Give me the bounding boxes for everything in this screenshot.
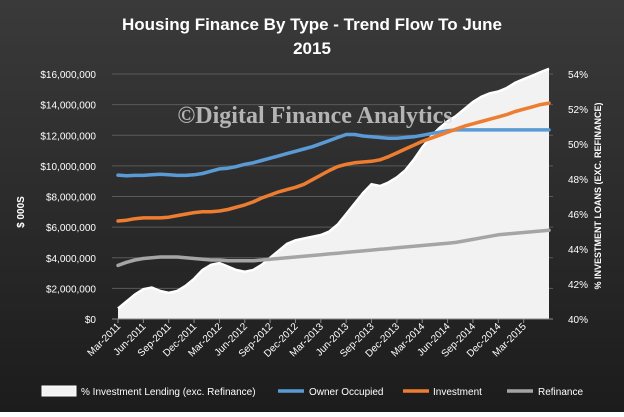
y-right-tick-label: 44% — [568, 245, 588, 256]
y-right-tick-label: 46% — [568, 210, 588, 221]
line-refinance — [116, 228, 551, 268]
chart-title-line1: Housing Finance By Type - Trend Flow To … — [122, 15, 502, 34]
y-axis-left-label: $ 000S — [16, 196, 27, 228]
y-left-tick-label: $16,000,000 — [40, 70, 96, 81]
x-axis: Mar-2011Jun-2011Sep-2011Dec-2011Mar-2012… — [86, 318, 553, 360]
y-left-tick-label: $6,000,000 — [46, 223, 96, 234]
y-right-tick-label: 42% — [568, 280, 588, 291]
legend-label: Investment — [433, 387, 482, 398]
y-left-tick-label: $4,000,000 — [46, 254, 96, 265]
chart-title-line2: 2015 — [293, 39, 331, 58]
y-right-tick-label: 52% — [568, 105, 588, 116]
y-left-tick-label: $8,000,000 — [46, 193, 96, 204]
line-owner-occupied — [116, 128, 551, 178]
y-right-tick-label: 40% — [568, 315, 588, 326]
line-investment — [116, 101, 551, 223]
y-right-tick-label: 54% — [568, 70, 588, 81]
legend-swatch-area — [41, 385, 77, 397]
y-left-tick-label: $10,000,000 — [40, 162, 96, 173]
y-right-tick-label: 50% — [568, 140, 588, 151]
legend: % Investment Lending (exc. Refinance) Own… — [41, 385, 583, 398]
y-right-tick-label: 48% — [568, 175, 588, 186]
y-left-tick-label: $12,000,000 — [40, 131, 96, 142]
legend-label: % Investment Lending (exc. Refinance) — [81, 387, 256, 398]
legend-label: Refinance — [538, 387, 583, 398]
y-left-tick-label: $0 — [85, 315, 97, 326]
y-left-tick-label: $2,000,000 — [46, 284, 96, 295]
area-outline-investment-lending-pct — [117, 67, 550, 310]
legend-label: Owner Occupied — [309, 387, 383, 398]
y-axis-right: 40% 42% 44% 46% 48% 50% 52% 54% — [568, 70, 588, 326]
lines-layer — [116, 101, 551, 268]
y-axis-left: $0 $2,000,000 $4,000,000 $6,000,000 $8,000,0… — [40, 70, 96, 326]
watermark: ©Digital Finance Analytics — [177, 103, 452, 129]
y-axis-right-label: % INVESTMENT LOANS (EXC. REFINANCE) — [593, 102, 603, 289]
y-left-tick-label: $14,000,000 — [40, 101, 96, 112]
